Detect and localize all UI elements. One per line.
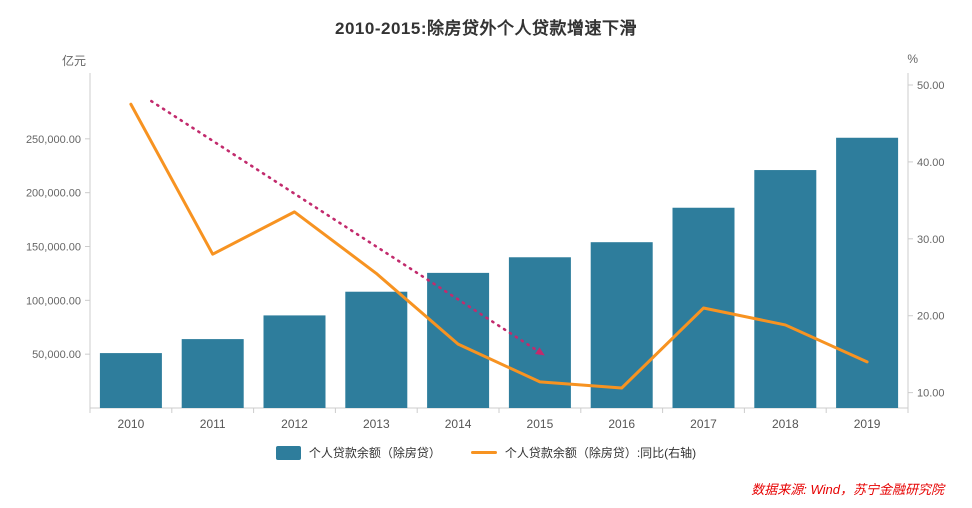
legend-label-line-series: 个人贷款余额（除房贷）:同比(右轴): [504, 446, 697, 460]
bar-series: [99, 137, 899, 409]
legend: 个人贷款余额（除房贷） 个人贷款余额（除房贷）:同比(右轴): [0, 444, 972, 461]
right-axis-unit-label: %: [907, 52, 918, 66]
left-axis-tick-labels: 50,000.00 100,000.00 150,000.00 200,000.00 2…: [26, 134, 90, 361]
svg-text:2018: 2018: [772, 417, 799, 431]
legend-item-bar-series[interactable]: 个人贷款余额（除房贷）: [275, 444, 441, 461]
svg-text:2015: 2015: [527, 417, 554, 431]
svg-text:30.00: 30.00: [917, 234, 945, 246]
line-series-swatch-icon: [470, 451, 497, 454]
svg-text:50,000.00: 50,000.00: [32, 349, 81, 361]
bar: [181, 339, 244, 408]
legend-label-bar-series: 个人贷款余额（除房贷）: [308, 446, 441, 460]
source-note: 数据来源: Wind，苏宁金融研究院: [751, 482, 944, 497]
right-axis-tick-labels: 10.00 20.00 30.00 40.00 50.00: [908, 80, 945, 400]
bar: [508, 257, 571, 408]
svg-text:200,000.00: 200,000.00: [26, 188, 81, 200]
bar: [590, 242, 653, 408]
svg-text:250,000.00: 250,000.00: [26, 134, 81, 146]
svg-text:50.00: 50.00: [917, 80, 945, 92]
svg-text:2013: 2013: [363, 417, 390, 431]
svg-text:2019: 2019: [854, 417, 881, 431]
bar: [263, 315, 326, 408]
chart-title: 2010-2015:除房贷外个人贷款增速下滑: [335, 19, 637, 38]
svg-text:10.00: 10.00: [917, 388, 945, 400]
svg-text:40.00: 40.00: [917, 157, 945, 169]
svg-text:100,000.00: 100,000.00: [26, 295, 81, 307]
bar: [345, 291, 408, 408]
bar: [99, 353, 162, 408]
svg-text:2014: 2014: [445, 417, 472, 431]
svg-text:150,000.00: 150,000.00: [26, 242, 81, 254]
svg-text:2016: 2016: [608, 417, 635, 431]
x-axis-category-labels: 2010 2011 2012 2013 2014 2015 2016 2017 2018 2019: [118, 417, 881, 431]
bar: [836, 137, 899, 409]
svg-text:2012: 2012: [281, 417, 308, 431]
svg-text:20.00: 20.00: [917, 311, 945, 323]
left-axis-unit-label: 亿元: [62, 54, 87, 68]
legend-item-line-series[interactable]: 个人贷款余额（除房贷）:同比(右轴): [470, 444, 697, 461]
svg-text:2010: 2010: [118, 417, 145, 431]
bar-series-swatch-icon: [275, 445, 301, 460]
line-series: [129, 102, 869, 390]
svg-text:2011: 2011: [200, 417, 226, 431]
bar: [754, 170, 817, 408]
trend-arrow: [150, 99, 546, 357]
svg-text:2017: 2017: [690, 417, 717, 431]
bar: [427, 272, 490, 408]
